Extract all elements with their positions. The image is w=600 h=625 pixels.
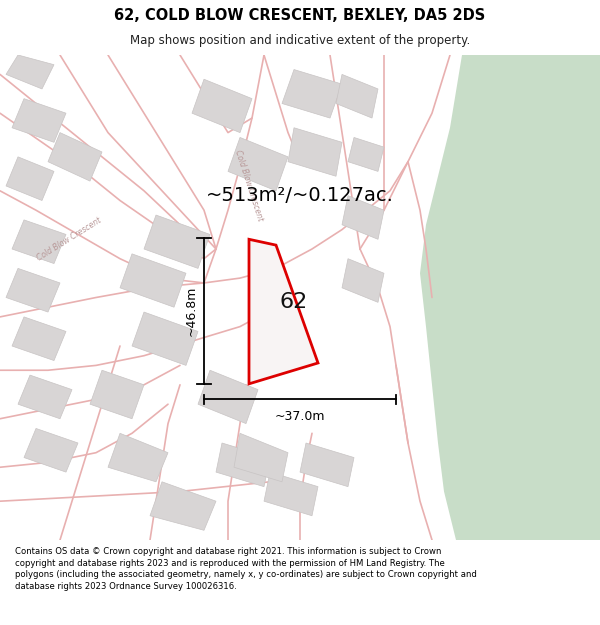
Text: ~37.0m: ~37.0m xyxy=(275,410,325,423)
Text: ~46.8m: ~46.8m xyxy=(184,286,197,336)
Text: Map shows position and indicative extent of the property.: Map shows position and indicative extent… xyxy=(130,34,470,48)
Polygon shape xyxy=(336,74,378,118)
Polygon shape xyxy=(264,472,318,516)
Text: Cold Blow Crescent: Cold Blow Crescent xyxy=(233,149,265,222)
Polygon shape xyxy=(288,127,342,176)
Text: Cold Blow Crescent: Cold Blow Crescent xyxy=(35,216,103,262)
Polygon shape xyxy=(420,55,600,540)
Polygon shape xyxy=(300,443,354,487)
Polygon shape xyxy=(348,138,384,171)
Polygon shape xyxy=(132,312,198,366)
Polygon shape xyxy=(24,429,78,472)
Polygon shape xyxy=(108,433,168,482)
Polygon shape xyxy=(282,69,342,118)
Polygon shape xyxy=(12,99,66,142)
Polygon shape xyxy=(192,79,252,132)
Polygon shape xyxy=(228,138,288,191)
Polygon shape xyxy=(342,259,384,302)
Polygon shape xyxy=(6,268,60,312)
Polygon shape xyxy=(150,482,216,530)
Polygon shape xyxy=(6,55,54,89)
Polygon shape xyxy=(12,220,66,264)
Polygon shape xyxy=(48,132,102,181)
Polygon shape xyxy=(120,254,186,308)
Text: Contains OS data © Crown copyright and database right 2021. This information is : Contains OS data © Crown copyright and d… xyxy=(15,547,477,591)
Polygon shape xyxy=(12,317,66,361)
Polygon shape xyxy=(234,433,288,482)
Text: 62, COLD BLOW CRESCENT, BEXLEY, DA5 2DS: 62, COLD BLOW CRESCENT, BEXLEY, DA5 2DS xyxy=(115,8,485,23)
Polygon shape xyxy=(198,370,258,424)
Text: 62: 62 xyxy=(280,292,308,312)
Polygon shape xyxy=(6,157,54,201)
Polygon shape xyxy=(216,443,270,487)
Text: ~513m²/~0.127ac.: ~513m²/~0.127ac. xyxy=(206,186,394,205)
Polygon shape xyxy=(18,375,72,419)
Polygon shape xyxy=(144,215,210,268)
Polygon shape xyxy=(90,370,144,419)
Polygon shape xyxy=(249,239,318,384)
Polygon shape xyxy=(342,196,384,239)
